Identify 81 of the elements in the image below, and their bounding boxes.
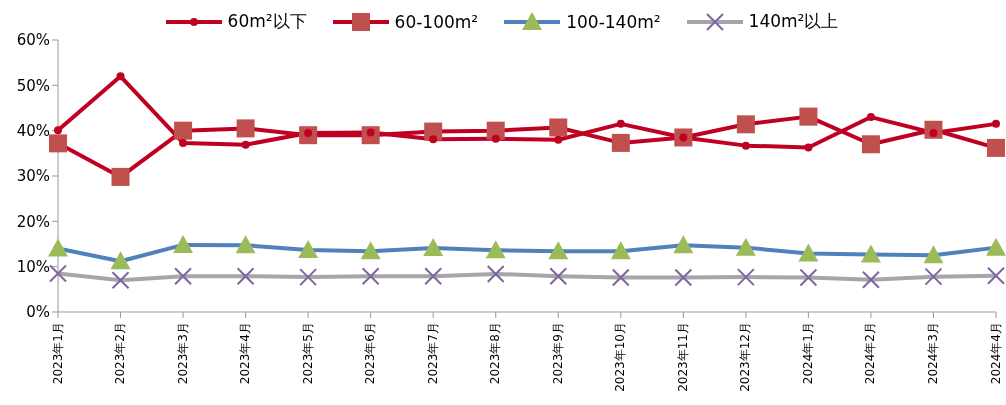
legend-label: 60-100m² xyxy=(394,11,479,32)
point xyxy=(610,241,631,260)
point xyxy=(549,118,568,137)
x-tick-label: 2024年2月 xyxy=(863,322,878,385)
point xyxy=(360,241,381,260)
point xyxy=(423,238,444,257)
point xyxy=(861,135,880,154)
point xyxy=(924,267,943,286)
x-tick-label: 2024年3月 xyxy=(925,322,940,385)
point xyxy=(485,240,506,259)
point xyxy=(49,264,67,283)
x-tick-label: 2023年3月 xyxy=(175,322,190,385)
x-tick-label: 2023年1月 xyxy=(50,322,65,385)
point xyxy=(429,135,438,144)
x-tick-label: 2023年6月 xyxy=(363,322,378,385)
point xyxy=(174,267,193,286)
point xyxy=(798,243,819,262)
x-tick-label: 2023年12月 xyxy=(738,322,753,392)
point xyxy=(992,119,1000,128)
point xyxy=(987,266,1005,285)
point xyxy=(54,126,62,135)
y-tick-label: 40% xyxy=(16,121,50,140)
x-tick-label: 2024年4月 xyxy=(988,322,1003,385)
point xyxy=(179,138,188,147)
point xyxy=(987,138,1005,157)
y-tick-label: 30% xyxy=(16,167,50,186)
point xyxy=(866,113,875,122)
legend-label: 140m²以上 xyxy=(748,10,839,33)
x-tick-label: 2023年4月 xyxy=(238,322,253,385)
point xyxy=(673,235,694,254)
point xyxy=(804,143,813,152)
x-tick-label: 2023年2月 xyxy=(113,322,128,385)
x-tick-label: 2023年5月 xyxy=(300,322,315,385)
point xyxy=(486,264,505,283)
x-tick-label: 2023年9月 xyxy=(550,322,565,385)
point xyxy=(111,167,130,186)
point xyxy=(116,72,125,81)
point xyxy=(799,107,818,126)
point xyxy=(674,268,693,287)
point xyxy=(48,238,68,257)
point xyxy=(236,119,255,138)
point xyxy=(299,268,318,287)
point xyxy=(110,251,131,270)
point xyxy=(298,239,319,258)
point xyxy=(548,241,569,260)
point xyxy=(424,267,443,286)
x-tick-label: 2023年11月 xyxy=(675,322,690,392)
point xyxy=(236,267,255,286)
point xyxy=(554,135,563,144)
y-tick-label: 0% xyxy=(26,303,50,322)
x-tick-label: 2023年7月 xyxy=(425,322,440,385)
point xyxy=(549,267,568,286)
y-tick-label: 10% xyxy=(16,257,50,276)
point xyxy=(49,134,67,153)
point xyxy=(235,235,256,254)
point xyxy=(986,237,1006,256)
point xyxy=(173,234,194,253)
y-tick-label: 50% xyxy=(16,76,50,95)
point xyxy=(174,121,193,140)
x-tick-label: 2023年10月 xyxy=(613,322,628,392)
point xyxy=(616,119,625,128)
point xyxy=(923,245,944,264)
point xyxy=(799,268,818,287)
point xyxy=(860,244,881,263)
legend-label: 60m²以下 xyxy=(227,10,307,33)
y-tick-label: 60% xyxy=(16,31,50,50)
legend-label: 100-140m² xyxy=(566,11,661,32)
point xyxy=(741,141,750,150)
x-tick-label: 2023年8月 xyxy=(488,322,503,385)
point xyxy=(861,270,880,289)
point xyxy=(736,115,755,134)
point xyxy=(611,133,630,152)
point xyxy=(111,271,130,290)
point xyxy=(241,140,250,149)
y-tick-label: 20% xyxy=(16,212,50,231)
x-tick-label: 2024年1月 xyxy=(800,322,815,385)
point xyxy=(491,134,500,143)
point xyxy=(736,268,755,287)
point xyxy=(611,268,630,287)
point xyxy=(735,237,756,256)
point xyxy=(361,267,380,286)
